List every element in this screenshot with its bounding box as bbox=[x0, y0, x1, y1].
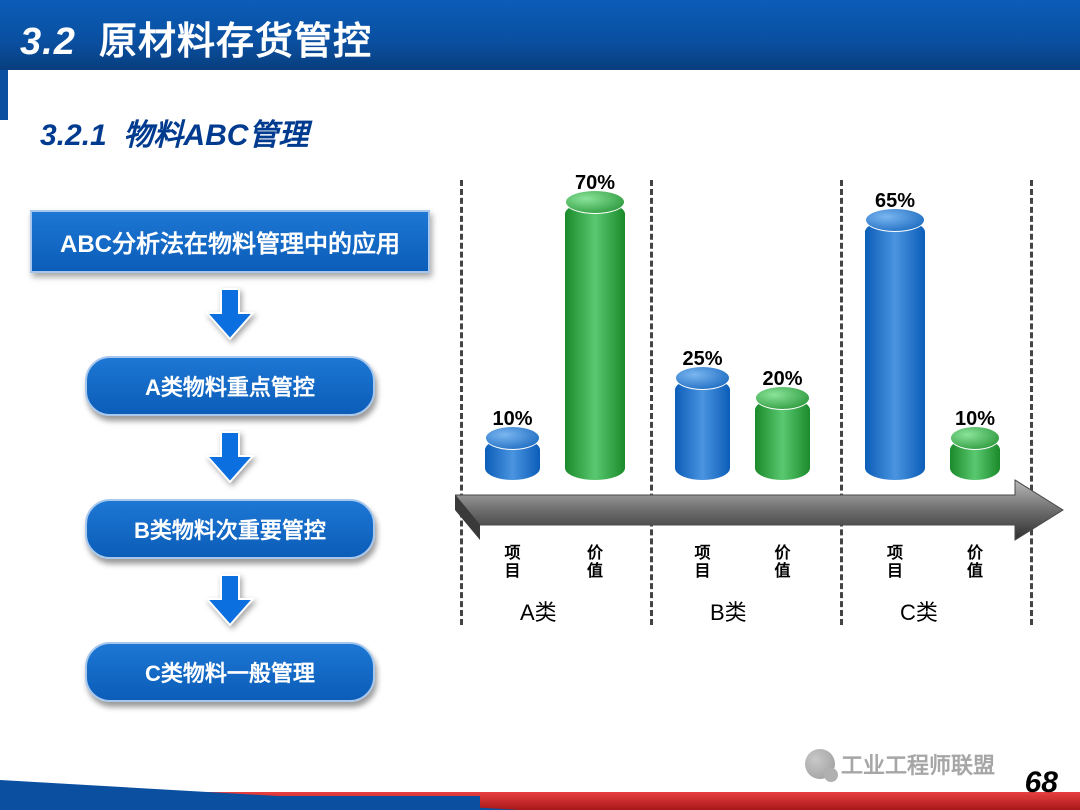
flow-step-c: C类物料一般管理 bbox=[85, 642, 375, 702]
group-label: A类 bbox=[520, 595, 557, 627]
bar-value-label: 70% bbox=[555, 172, 635, 195]
bar-value: 10% bbox=[950, 438, 1000, 480]
flow-step-b: B类物料次重要管控 bbox=[85, 499, 375, 559]
flow-header-box: ABC分析法在物料管理中的应用 bbox=[30, 210, 430, 273]
abc-chart: 10%70%25%20%65%10% 项目价值项目价值项目价值 A类B类C类 bbox=[450, 180, 1070, 640]
bar-value-label: 10% bbox=[473, 408, 553, 431]
header-title: 3.2 原材料存货管控 bbox=[0, 0, 1080, 65]
axis-label-value: 价值 bbox=[585, 545, 605, 581]
section-number: 3.2 bbox=[20, 21, 76, 63]
group-label: C类 bbox=[900, 595, 938, 627]
chart-divider bbox=[460, 180, 463, 625]
wechat-icon bbox=[805, 749, 835, 779]
bar-value-label: 25% bbox=[663, 348, 743, 371]
flow-panel: ABC分析法在物料管理中的应用 A类物料重点管控 B类物料次重要管控 C类物料一… bbox=[30, 210, 430, 702]
chart-divider bbox=[840, 180, 843, 625]
axis-label-value: 价值 bbox=[773, 545, 793, 581]
bar-value-label: 20% bbox=[743, 368, 823, 391]
slide-header: 3.2 原材料存货管控 bbox=[0, 0, 1080, 70]
accent-strip bbox=[0, 70, 8, 120]
axis-label-value: 价值 bbox=[965, 545, 985, 581]
axis-label-item: 项目 bbox=[885, 545, 905, 581]
section-title: 原材料存货管控 bbox=[99, 21, 372, 63]
bar-value: 70% bbox=[565, 202, 625, 480]
watermark-text: 工业工程师联盟 bbox=[841, 748, 995, 780]
subsection-title: 3.2.1 物料ABC管理 bbox=[40, 110, 1080, 154]
bar-item: 10% bbox=[485, 438, 540, 480]
flow-arrow-1 bbox=[30, 273, 430, 356]
footer-stripe-blue bbox=[0, 780, 520, 810]
flow-arrow-3 bbox=[30, 559, 430, 642]
chart-divider bbox=[650, 180, 653, 625]
watermark: 工业工程师联盟 bbox=[805, 748, 995, 780]
axis-label-item: 项目 bbox=[693, 545, 713, 581]
bar-item: 25% bbox=[675, 378, 730, 480]
group-label: B类 bbox=[710, 595, 747, 627]
subsection-number: 3.2.1 bbox=[40, 119, 107, 152]
bar-item: 65% bbox=[865, 220, 925, 480]
subsection-text: 物料ABC管理 bbox=[123, 119, 308, 152]
flow-arrow-2 bbox=[30, 416, 430, 499]
flow-step-a: A类物料重点管控 bbox=[85, 356, 375, 416]
bar-value: 20% bbox=[755, 398, 810, 480]
bar-value-label: 10% bbox=[935, 408, 1015, 431]
page-number: 68 bbox=[1025, 766, 1058, 800]
axis-arrow bbox=[455, 475, 1065, 545]
axis-label-item: 项目 bbox=[503, 545, 523, 581]
chart-divider bbox=[1030, 180, 1033, 625]
bar-value-label: 65% bbox=[855, 190, 935, 213]
